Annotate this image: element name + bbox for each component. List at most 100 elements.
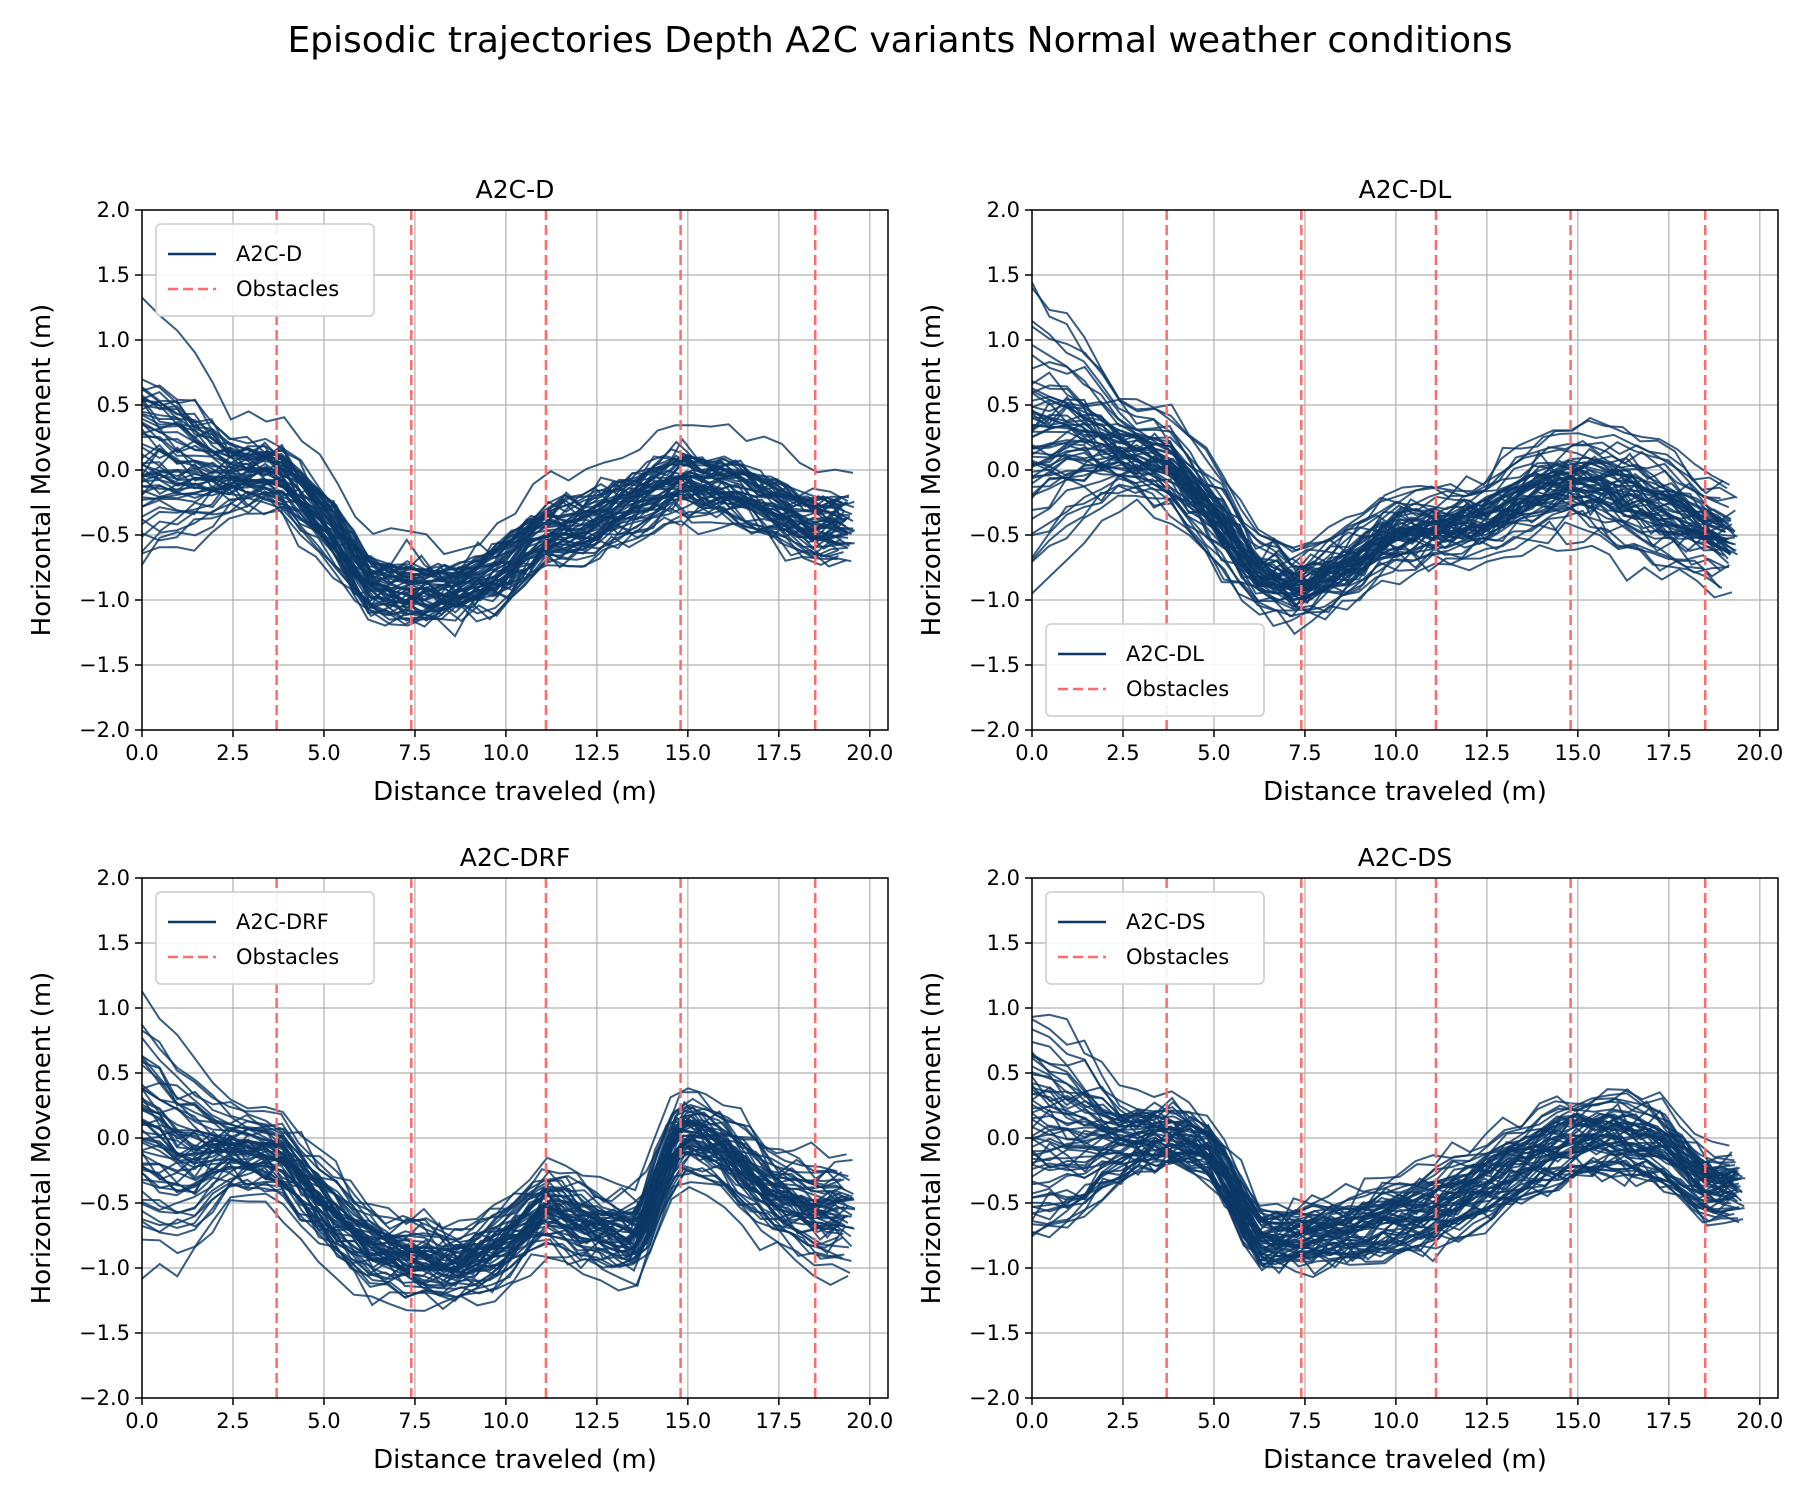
trajectory-line bbox=[141, 493, 849, 628]
legend-box bbox=[1045, 623, 1265, 717]
trajectory-line bbox=[141, 1151, 853, 1285]
legend-box bbox=[155, 223, 375, 317]
legend-obstacle-label: Obstacles bbox=[236, 945, 339, 969]
x-axis-label: Distance traveled (m) bbox=[373, 1445, 657, 1475]
x-tick-label: 2.5 bbox=[1106, 741, 1139, 765]
trajectory-line bbox=[1031, 1124, 1739, 1239]
y-tick-label: −1.5 bbox=[969, 653, 1020, 677]
y-tick-label: −0.5 bbox=[79, 523, 130, 547]
legend-box bbox=[1045, 891, 1265, 985]
trajectory-line bbox=[141, 1186, 849, 1312]
y-tick-label: −0.5 bbox=[79, 1191, 130, 1215]
trajectory-line bbox=[141, 1055, 849, 1244]
x-tick-label: 17.5 bbox=[1645, 741, 1692, 765]
x-tick-label: 15.0 bbox=[664, 741, 711, 765]
y-tick-label: 0.5 bbox=[987, 393, 1020, 417]
trajectory-line bbox=[1031, 468, 1722, 603]
trajectory-line bbox=[1031, 461, 1730, 609]
subplot-title: A2C-DS bbox=[1358, 843, 1453, 872]
trajectory-line bbox=[141, 1163, 844, 1297]
trajectory-line bbox=[141, 1166, 838, 1302]
x-tick-label: 7.5 bbox=[1288, 1409, 1321, 1433]
x-tick-label: 17.5 bbox=[755, 1409, 802, 1433]
trajectory-line bbox=[1031, 405, 1730, 584]
y-tick-label: −1.0 bbox=[79, 588, 130, 612]
trajectory-line bbox=[141, 1150, 846, 1289]
trajectory-line bbox=[1031, 473, 1727, 618]
x-tick-label: 0.0 bbox=[1015, 741, 1048, 765]
trajectory-line bbox=[1031, 1150, 1740, 1262]
x-tick-label: 0.0 bbox=[125, 1409, 158, 1433]
y-tick-label: 2.0 bbox=[97, 866, 130, 890]
x-tick-label: 10.0 bbox=[483, 1409, 530, 1433]
legend-series-label: A2C-DS bbox=[1126, 910, 1205, 934]
y-tick-label: 1.5 bbox=[97, 931, 130, 955]
trajectory-line bbox=[1031, 325, 1738, 552]
x-tick-label: 10.0 bbox=[483, 741, 530, 765]
trajectory-group bbox=[1031, 282, 1739, 636]
x-tick-label: 15.0 bbox=[1554, 741, 1601, 765]
y-tick-label: −1.5 bbox=[79, 653, 130, 677]
x-tick-label: 5.0 bbox=[307, 1409, 340, 1433]
x-tick-label: 15.0 bbox=[1554, 1409, 1601, 1433]
y-tick-label: 0.5 bbox=[97, 1061, 130, 1085]
trajectory-line bbox=[141, 1029, 838, 1249]
x-tick-label: 12.5 bbox=[573, 741, 620, 765]
y-tick-label: 0.0 bbox=[97, 1126, 130, 1150]
trajectory-line bbox=[141, 479, 840, 619]
trajectory-line bbox=[141, 427, 850, 583]
legend: A2C-DS Obstacles bbox=[1045, 891, 1265, 985]
trajectory-group bbox=[141, 990, 856, 1312]
y-tick-label: −2.0 bbox=[79, 1386, 130, 1410]
trajectory-line bbox=[1031, 1013, 1730, 1237]
y-tick-label: 1.0 bbox=[97, 996, 130, 1020]
subplot-title: A2C-DRF bbox=[460, 843, 571, 872]
y-tick-label: −1.5 bbox=[79, 1321, 130, 1345]
trajectory-line bbox=[1031, 1152, 1745, 1263]
legend-box bbox=[155, 891, 375, 985]
trajectory-line bbox=[141, 1181, 851, 1311]
x-tick-label: 10.0 bbox=[1373, 1409, 1420, 1433]
x-tick-label: 20.0 bbox=[1736, 1409, 1783, 1433]
trajectory-group bbox=[1031, 1013, 1746, 1279]
x-tick-label: 7.5 bbox=[1288, 741, 1321, 765]
y-tick-label: −0.5 bbox=[969, 1191, 1020, 1215]
x-tick-label: 2.5 bbox=[216, 741, 249, 765]
legend-series-label: A2C-D bbox=[236, 242, 302, 266]
subplot-title: A2C-D bbox=[476, 175, 555, 204]
y-tick-label: 1.0 bbox=[987, 328, 1020, 352]
legend: A2C-D Obstacles bbox=[155, 223, 375, 317]
trajectory-line bbox=[1031, 354, 1736, 572]
trajectory-line bbox=[141, 465, 852, 601]
trajectory-line bbox=[141, 1137, 846, 1267]
y-tick-label: 1.5 bbox=[97, 263, 130, 287]
y-tick-label: −2.0 bbox=[79, 718, 130, 742]
x-tick-label: 7.5 bbox=[398, 741, 431, 765]
x-tick-label: 17.5 bbox=[755, 741, 802, 765]
subplot-3: 0.0 2.5 5.0 7.5 10.0 12.5 15.0 17.5 20.0 2.0 1.5 1.… bbox=[27, 843, 893, 1475]
trajectory-line bbox=[1031, 424, 1721, 590]
y-tick-label: −0.5 bbox=[969, 523, 1020, 547]
trajectory-line bbox=[1031, 1144, 1739, 1276]
trajectory-line bbox=[1031, 1142, 1731, 1263]
x-tick-label: 2.5 bbox=[216, 1409, 249, 1433]
trajectory-line bbox=[1031, 1135, 1738, 1254]
y-tick-label: −1.0 bbox=[969, 588, 1020, 612]
x-tick-label: 5.0 bbox=[1197, 1409, 1230, 1433]
y-tick-label: 1.0 bbox=[987, 996, 1020, 1020]
y-tick-label: −1.0 bbox=[969, 1256, 1020, 1280]
trajectory-line bbox=[1031, 440, 1728, 597]
x-tick-label: 12.5 bbox=[1463, 1409, 1510, 1433]
x-tick-label: 10.0 bbox=[1373, 741, 1420, 765]
x-tick-label: 15.0 bbox=[664, 1409, 711, 1433]
trajectory-line bbox=[141, 1167, 843, 1299]
trajectory-line bbox=[141, 484, 843, 603]
trajectory-line bbox=[141, 447, 855, 605]
x-tick-label: 12.5 bbox=[573, 1409, 620, 1433]
y-axis-label: Horizontal Movement (m) bbox=[917, 972, 947, 1305]
trajectory-line bbox=[141, 1144, 848, 1287]
x-tick-label: 2.5 bbox=[1106, 1409, 1139, 1433]
trajectory-line bbox=[141, 990, 847, 1230]
trajectory-line bbox=[1031, 1084, 1743, 1234]
x-tick-label: 20.0 bbox=[846, 741, 893, 765]
